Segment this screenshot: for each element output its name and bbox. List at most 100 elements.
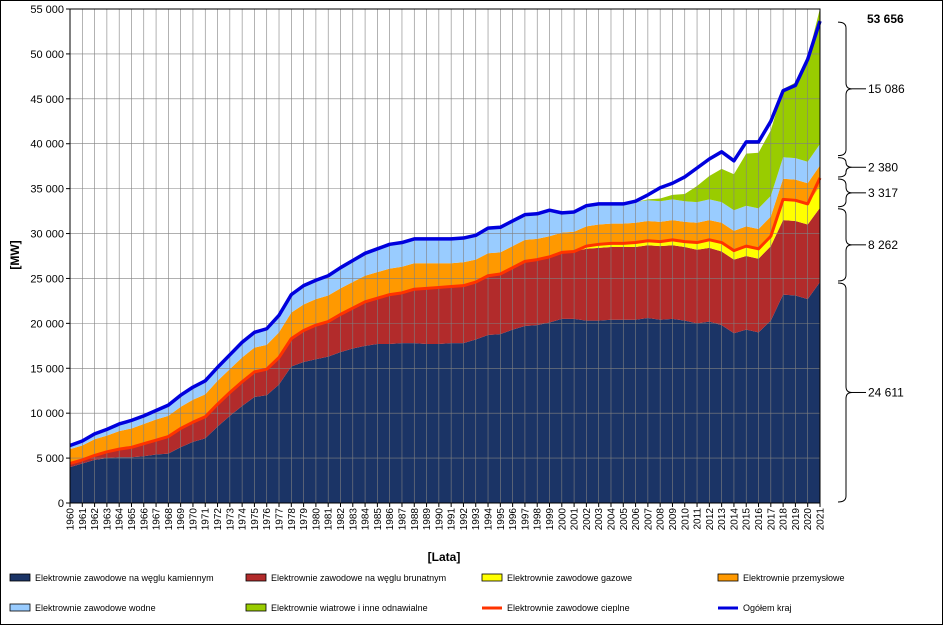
x-tick-label: 1987 xyxy=(397,508,408,531)
x-tick-label: 1984 xyxy=(361,508,372,531)
brace xyxy=(837,208,853,282)
brace-label: 24 611 xyxy=(868,385,904,399)
y-tick-label: 55 000 xyxy=(30,4,64,16)
x-tick-label: 1964 xyxy=(115,508,126,531)
y-tick-label: 40 000 xyxy=(30,139,64,151)
x-tick-label: 1963 xyxy=(102,508,113,531)
x-tick-label: 1997 xyxy=(520,508,531,531)
x-tick-label: 2015 xyxy=(742,508,753,531)
x-tick-label: 1962 xyxy=(90,508,101,531)
x-tick-label: 1993 xyxy=(471,508,482,531)
x-tick-label: 1998 xyxy=(533,508,544,531)
x-tick-label: 2016 xyxy=(754,508,765,531)
brace xyxy=(837,157,853,178)
area-series-1 xyxy=(70,207,820,468)
x-tick-label: 2017 xyxy=(766,508,777,531)
y-axis-label: [MW] xyxy=(8,240,22,269)
y-tick-label: 10 000 xyxy=(30,408,64,420)
x-tick-label: 2013 xyxy=(717,508,728,531)
x-tick-label: 2000 xyxy=(557,508,568,531)
line-series-0 xyxy=(69,177,822,465)
total-label: 53 656 xyxy=(867,12,904,26)
legend-label: Elektrownie zawodowe wodne xyxy=(35,603,156,613)
x-tick-label: 1977 xyxy=(275,508,286,531)
y-tick-label: 0 xyxy=(58,498,64,510)
legend-label: Elektrownie zawodowe cieplne xyxy=(507,603,630,613)
plot-border xyxy=(69,8,821,504)
x-tick-label: 1995 xyxy=(496,508,507,531)
y-tick-label: 35 000 xyxy=(30,184,64,196)
x-tick-label: 1994 xyxy=(484,508,495,531)
x-tick-label: 1976 xyxy=(262,508,273,531)
x-tick-label: 1969 xyxy=(176,508,187,531)
legend-label: Elektrownie wiatrowe i inne odnawialne xyxy=(271,603,428,613)
x-tick-label: 1992 xyxy=(459,508,470,531)
brace-label: 8 262 xyxy=(868,238,898,252)
x-tick-label: 1975 xyxy=(250,508,261,531)
y-tick-label: 45 000 xyxy=(30,94,64,106)
legend-swatch xyxy=(245,573,267,582)
x-tick-label: 1986 xyxy=(385,508,396,531)
x-tick-label: 1961 xyxy=(78,508,89,531)
brace xyxy=(837,178,853,208)
x-tick-label: 1966 xyxy=(139,508,150,531)
x-tick-label: 1983 xyxy=(348,508,359,531)
x-tick-label: 1996 xyxy=(508,508,519,531)
x-tick-label: 2014 xyxy=(729,508,740,531)
x-tick-label: 2018 xyxy=(779,508,790,531)
x-tick-label: 1980 xyxy=(311,508,322,531)
brace-label: 3 317 xyxy=(868,186,898,200)
x-tick-label: 2020 xyxy=(803,508,814,531)
x-tick-label: 2005 xyxy=(619,508,630,531)
legend-swatch xyxy=(9,603,31,612)
x-tick-label: 1990 xyxy=(434,508,445,531)
area-series-3 xyxy=(70,165,820,464)
legend-swatch xyxy=(481,573,503,582)
x-tick-label: 1973 xyxy=(225,508,236,531)
legend-label: Elektrownie zawodowe gazowe xyxy=(507,573,632,583)
y-tick-label: 50 000 xyxy=(30,49,64,61)
legend-swatch xyxy=(9,573,31,582)
legend-swatch xyxy=(245,603,267,612)
x-tick-label: 2006 xyxy=(631,508,642,531)
area-series-4 xyxy=(70,144,820,450)
y-tick-label: 5 000 xyxy=(36,453,64,465)
x-tick-label: 2021 xyxy=(816,508,827,531)
legend-label: Ogółem kraj xyxy=(743,603,792,613)
y-tick-label: 25 000 xyxy=(30,273,64,285)
x-tick-label: 1982 xyxy=(336,508,347,531)
x-tick-label: 2008 xyxy=(656,508,667,531)
x-tick-label: 1965 xyxy=(127,508,138,531)
legend-swatch xyxy=(717,573,739,582)
x-tick-label: 2001 xyxy=(570,508,581,531)
brace-label: 15 086 xyxy=(868,82,905,96)
x-tick-label: 1988 xyxy=(410,508,421,531)
line-series-1 xyxy=(69,20,822,448)
y-tick-label: 20 000 xyxy=(30,318,64,330)
x-tick-label: 1960 xyxy=(66,508,77,531)
y-tick-label: 15 000 xyxy=(30,363,64,375)
x-tick-label: 1972 xyxy=(213,508,224,531)
legend-label: Elektrownie przemysłowe xyxy=(743,573,845,583)
x-tick-label: 2004 xyxy=(606,508,617,531)
x-tick-label: 1991 xyxy=(447,508,458,531)
x-tick-label: 2010 xyxy=(680,508,691,531)
x-tick-label: 2011 xyxy=(693,508,704,530)
x-tick-label: 1999 xyxy=(545,508,556,531)
x-tick-label: 2009 xyxy=(668,508,679,531)
x-tick-label: 2007 xyxy=(643,508,654,531)
x-tick-label: 2019 xyxy=(791,508,802,531)
x-tick-label: 1985 xyxy=(373,508,384,531)
x-axis-label: [Lata] xyxy=(428,550,461,564)
x-tick-label: 1981 xyxy=(324,508,335,531)
x-tick-label: 1968 xyxy=(164,508,175,531)
x-tick-label: 1979 xyxy=(299,508,310,531)
x-tick-label: 2003 xyxy=(594,508,605,531)
x-tick-label: 1971 xyxy=(201,508,212,531)
x-tick-label: 2012 xyxy=(705,508,716,531)
area-series-0 xyxy=(70,281,820,503)
x-tick-label: 1978 xyxy=(287,508,298,531)
x-tick-label: 1974 xyxy=(238,508,249,531)
